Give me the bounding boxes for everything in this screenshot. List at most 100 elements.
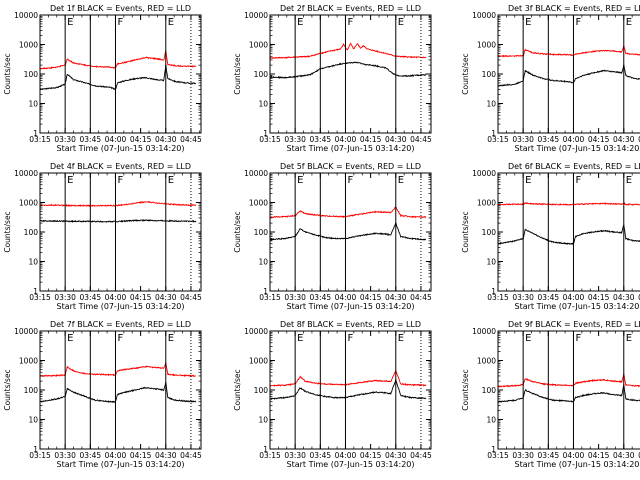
y-tick-label: 1 — [33, 129, 38, 138]
x-tick-label: 03:30 — [512, 293, 534, 302]
x-tick-label: 03:45 — [80, 293, 102, 302]
x-axis-label: Start Time (07-Jun-15 03:14:20) — [287, 302, 415, 311]
x-tick-label: 04:30 — [155, 293, 177, 302]
x-tick-label: 04:45 — [410, 135, 432, 144]
x-tick-label: 04:15 — [130, 135, 152, 144]
marker-label: E — [67, 333, 73, 344]
marker-label: E — [626, 175, 632, 186]
x-tick-label: 04:15 — [588, 135, 610, 144]
x-tick-label: 04:45 — [410, 293, 432, 302]
panel-8: Det 8f BLACK = Events, RED = LLD E F E 1 10 10… — [233, 320, 432, 469]
x-tick-label: 04:15 — [360, 135, 382, 144]
y-axis-label: Counts/sec — [233, 369, 242, 410]
x-tick-label: 04:45 — [638, 451, 640, 460]
y-tick-label: 1 — [491, 129, 496, 138]
marker-label: F — [347, 17, 353, 28]
panel-1: Det 1f BLACK = Events, RED = LLD E F E 1 10 10… — [3, 4, 202, 153]
y-tick-label: 10 — [486, 258, 496, 267]
panel-title: Det 3f BLACK = Events, RED = LLD — [508, 4, 640, 13]
lld-series-line — [270, 42, 427, 60]
y-tick-label: 10 — [28, 258, 38, 267]
events-series-line — [270, 61, 427, 79]
events-series-line — [498, 224, 640, 246]
x-tick-label: 04:30 — [155, 135, 177, 144]
x-tick-label: 03:15 — [259, 293, 281, 302]
panel-3: Det 3f BLACK = Events, RED = LLD E F E 1 10 10… — [461, 4, 640, 153]
plot-frame — [39, 172, 202, 292]
panel-7: Det 7f BLACK = Events, RED = LLD E F E 1 10 10… — [3, 320, 202, 469]
marker-label: F — [575, 175, 581, 186]
x-tick-label: 04:45 — [180, 293, 202, 302]
panel-title: Det 7f BLACK = Events, RED = LLD — [50, 320, 191, 329]
y-axis-label: Counts/sec — [233, 211, 242, 252]
x-tick-label: 04:45 — [638, 135, 640, 144]
events-series-line — [40, 218, 197, 223]
y-tick-label: 1000 — [477, 199, 496, 208]
y-tick-label: 10000 — [244, 169, 268, 178]
panel-2: Det 2f BLACK = Events, RED = LLD E F E 1 10 10… — [233, 4, 432, 153]
marker-label: E — [67, 175, 73, 186]
y-tick-label: 10000 — [14, 11, 38, 20]
y-tick-label: 100 — [24, 228, 39, 237]
marker-label: F — [575, 17, 581, 28]
y-axis-label: Counts/sec — [3, 53, 12, 94]
y-tick-label: 10000 — [14, 169, 38, 178]
x-tick-label: 03:30 — [54, 135, 76, 144]
x-tick-label: 03:30 — [512, 451, 534, 460]
panel-title: Det 9f BLACK = Events, RED = LLD — [508, 320, 640, 329]
events-series-line — [40, 64, 197, 91]
marker-label: F — [575, 333, 581, 344]
lld-series-line — [498, 202, 640, 207]
y-axis-label: Counts/sec — [461, 369, 470, 410]
y-tick-label: 10 — [258, 100, 268, 109]
x-axis-label: Start Time (07-Jun-15 03:14:20) — [287, 460, 415, 469]
marker-label: E — [297, 175, 303, 186]
plot-frame — [269, 172, 432, 292]
marker-label: E — [626, 333, 632, 344]
x-tick-label: 03:30 — [512, 135, 534, 144]
x-tick-label: 04:00 — [105, 293, 127, 302]
lld-series-line — [40, 201, 197, 208]
panel-5: Det 5f BLACK = Events, RED = LLD E F E 1 10 10… — [233, 162, 432, 311]
marker-label: E — [398, 175, 404, 186]
marker-label: E — [525, 333, 531, 344]
x-tick-label: 03:45 — [80, 451, 102, 460]
x-tick-label: 03:45 — [310, 135, 332, 144]
y-tick-label: 1000 — [249, 357, 268, 366]
x-tick-label: 04:30 — [385, 135, 407, 144]
x-axis-label: Start Time (07-Jun-15 03:14:20) — [287, 144, 415, 153]
y-tick-label: 1 — [33, 287, 38, 296]
x-tick-label: 04:00 — [105, 135, 127, 144]
y-tick-label: 1 — [491, 445, 496, 454]
plot-frame — [269, 14, 432, 134]
plot-frame — [269, 330, 432, 450]
plot-frame — [497, 172, 640, 292]
x-axis-label: Start Time (07-Jun-15 03:14:20) — [57, 302, 185, 311]
y-axis-label: Counts/sec — [3, 211, 12, 252]
y-tick-label: 1 — [491, 287, 496, 296]
x-axis-label: Start Time (07-Jun-15 03:14:20) — [57, 144, 185, 153]
events-series-line — [270, 379, 427, 401]
panel-title: Det 1f BLACK = Events, RED = LLD — [50, 4, 191, 13]
marker-label: E — [168, 17, 174, 28]
events-series-line — [498, 384, 640, 403]
x-tick-label: 04:15 — [130, 451, 152, 460]
marker-label: E — [626, 17, 632, 28]
panel-4: Det 4f BLACK = Events, RED = LLD E F E 1 10 10… — [3, 162, 202, 311]
marker-label: E — [525, 17, 531, 28]
panel-title: Det 6f BLACK = Events, RED = LLD — [508, 162, 640, 171]
y-tick-label: 10 — [28, 100, 38, 109]
x-tick-label: 04:45 — [180, 451, 202, 460]
x-tick-label: 03:15 — [487, 293, 509, 302]
marker-label: E — [398, 333, 404, 344]
lld-series-line — [498, 45, 640, 58]
y-axis-label: Counts/sec — [461, 211, 470, 252]
y-tick-label: 100 — [482, 228, 497, 237]
panel-6: Det 6f BLACK = Events, RED = LLD E F E 1 10 10… — [461, 162, 640, 311]
x-tick-label: 03:45 — [538, 293, 560, 302]
marker-label: E — [67, 17, 73, 28]
events-series-line — [498, 64, 640, 87]
y-tick-label: 100 — [24, 386, 39, 395]
x-tick-label: 04:00 — [563, 451, 585, 460]
y-tick-label: 10000 — [472, 169, 496, 178]
